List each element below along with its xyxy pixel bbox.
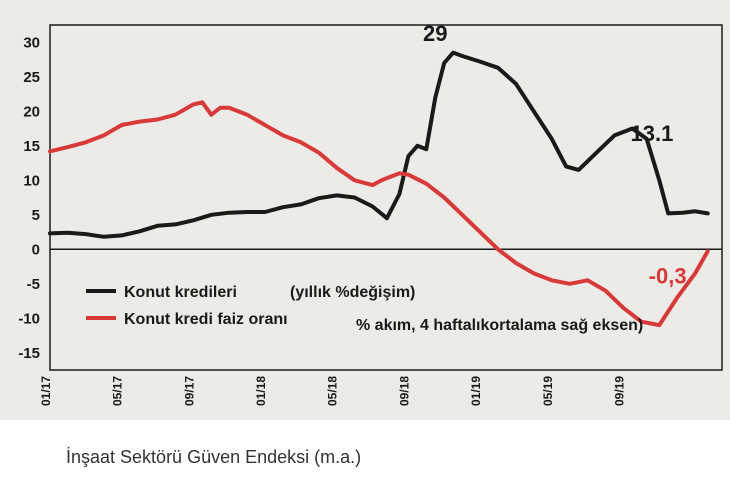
y-tick-label: 15 [23,138,40,155]
legend-note-rate: % akım, 4 haftalıkortalama sağ eksen) [356,317,643,334]
x-tick-label: 01/18 [254,376,268,406]
x-tick-label: 05/18 [326,376,340,406]
series-layer [48,50,710,328]
series-line-rate [48,100,710,328]
chart-area: 30 25 20 15 10 5 0 -5 -10 -15 01/17 05/17 09/17 01/1… [0,0,730,420]
y-tick-label: -15 [18,345,40,362]
x-tick-label: 01/19 [469,376,483,406]
x-tick-label: 05/19 [541,376,555,406]
y-tick-label: -5 [27,276,40,293]
x-tick-label: 09/17 [182,376,196,406]
plot-frame [49,24,723,371]
y-tick-label: 25 [23,69,40,86]
y-axis-ticks: 30 25 20 15 10 5 0 -5 -10 -15 [18,34,40,362]
y-tick-label: 20 [23,103,40,120]
x-tick-label: 01/17 [39,376,53,406]
caption: İnşaat Sektörü Güven Endeksi (m.a.) [66,447,362,467]
x-axis-ticks: 01/17 05/17 09/17 01/18 05/18 09/18 01/19 05/19… [39,376,626,406]
y-tick-label: 5 [32,207,40,224]
legend-note-loans: (yıllık %değişim) [290,284,415,301]
annotation-label: 29 [423,21,447,46]
x-tick-label: 05/17 [111,376,125,406]
y-tick-label: -10 [18,310,40,327]
legend-label-loans: Konut kredileri [124,284,237,301]
y-tick-label: 30 [23,34,40,51]
series-line-loans [48,50,710,239]
x-tick-label: 09/18 [397,376,411,406]
annotation-label: -0,3 [649,263,687,288]
annotations: 29 13.1 -0,3 [423,21,687,288]
annotation-label: 13.1 [630,121,673,146]
legend-label-rate: Konut kredi faiz oranı [124,311,288,328]
y-tick-label: 10 [23,172,40,189]
legend: Konut kredileri (yıllık %değişim) Konut … [86,284,643,334]
y-tick-label: 0 [32,241,40,258]
x-tick-label: 09/19 [612,376,626,406]
